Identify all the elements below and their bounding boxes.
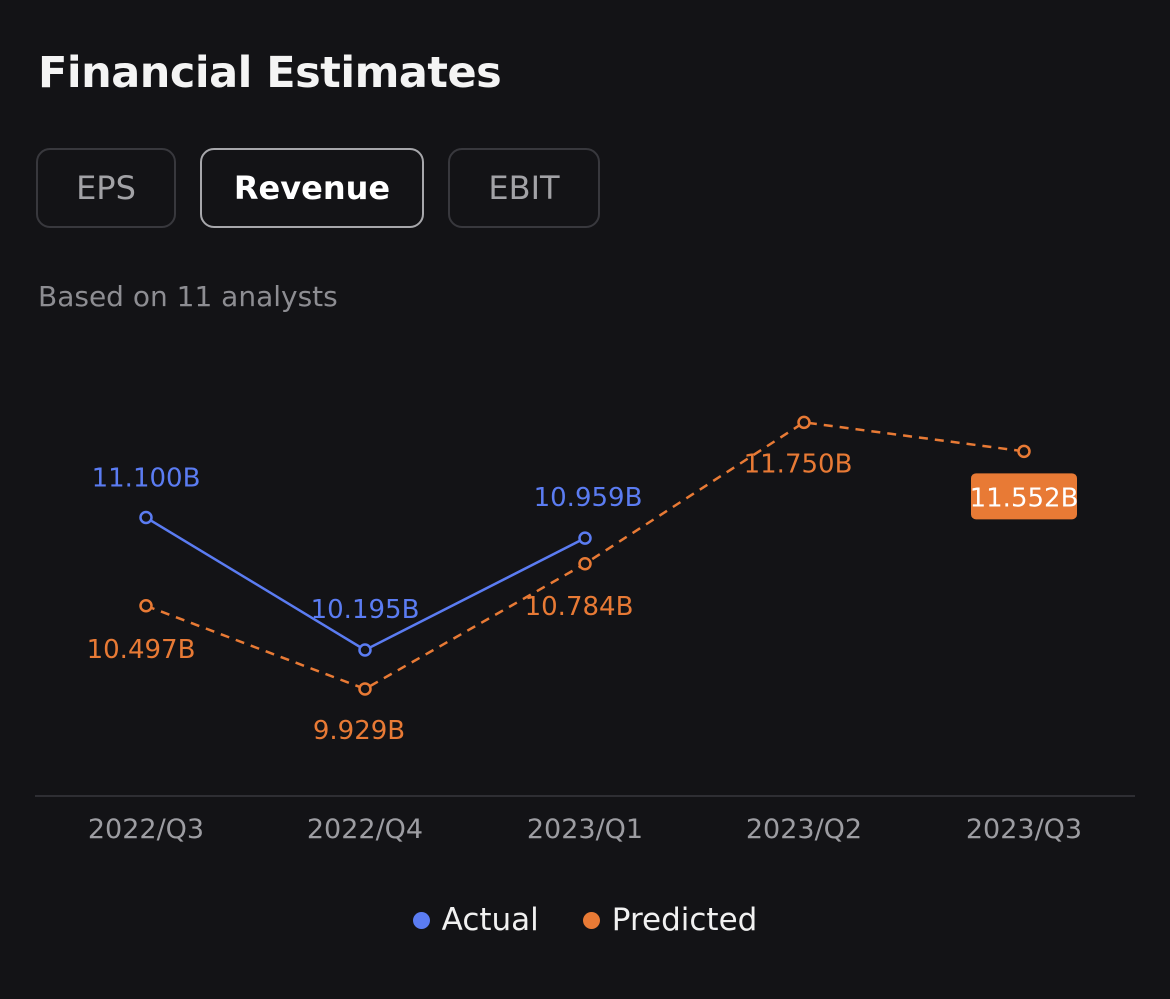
chart-legend: Actual Predicted — [0, 902, 1170, 938]
data-point-actual — [578, 531, 592, 545]
x-tick-label: 2022/Q3 — [88, 814, 204, 845]
page-title: Financial Estimates — [38, 48, 502, 98]
data-point-predicted — [797, 415, 811, 430]
data-label-actual: 10.959B — [534, 483, 643, 513]
tab-revenue[interactable]: Revenue — [200, 148, 424, 228]
revenue-chart: 2022/Q3 2022/Q4 2023/Q1 2023/Q2 2023/Q3 10.49… — [35, 415, 1135, 845]
x-tick-label: 2023/Q3 — [966, 814, 1082, 845]
legend-dot-actual — [412, 911, 430, 929]
legend-dot-predicted — [582, 911, 600, 929]
data-label-actual: 10.195B — [311, 595, 420, 625]
data-point-actual — [139, 510, 153, 525]
metric-tabs: EPS Revenue EBIT — [36, 148, 600, 228]
data-point-predicted — [358, 682, 372, 696]
data-label-predicted: 11.552B — [970, 483, 1079, 513]
highlight-badge — [971, 473, 1077, 520]
tab-ebit[interactable]: EBIT — [448, 148, 600, 228]
data-point-predicted — [1017, 444, 1031, 459]
data-point-predicted — [578, 557, 592, 571]
series-line-predicted — [145, 421, 1025, 691]
data-label-predicted: 10.497B — [87, 635, 196, 665]
legend-label-actual: Actual — [441, 902, 539, 938]
tab-eps[interactable]: EPS — [36, 148, 176, 228]
data-point-predicted — [139, 599, 153, 613]
data-label-predicted: 11.750B — [744, 449, 853, 479]
data-label-predicted: 10.784B — [525, 592, 634, 622]
x-tick-label: 2023/Q2 — [746, 814, 862, 845]
data-label-actual: 11.100B — [92, 464, 201, 494]
data-point-actual — [358, 643, 372, 657]
analyst-count-note: Based on 11 analysts — [38, 280, 338, 313]
data-label-predicted: 9.929B — [313, 716, 405, 746]
legend-item-predicted: Predicted — [582, 902, 758, 938]
legend-label-predicted: Predicted — [611, 902, 758, 938]
legend-item-actual: Actual — [412, 902, 539, 938]
x-tick-label: 2022/Q4 — [307, 814, 423, 845]
x-tick-label: 2023/Q1 — [527, 814, 643, 845]
